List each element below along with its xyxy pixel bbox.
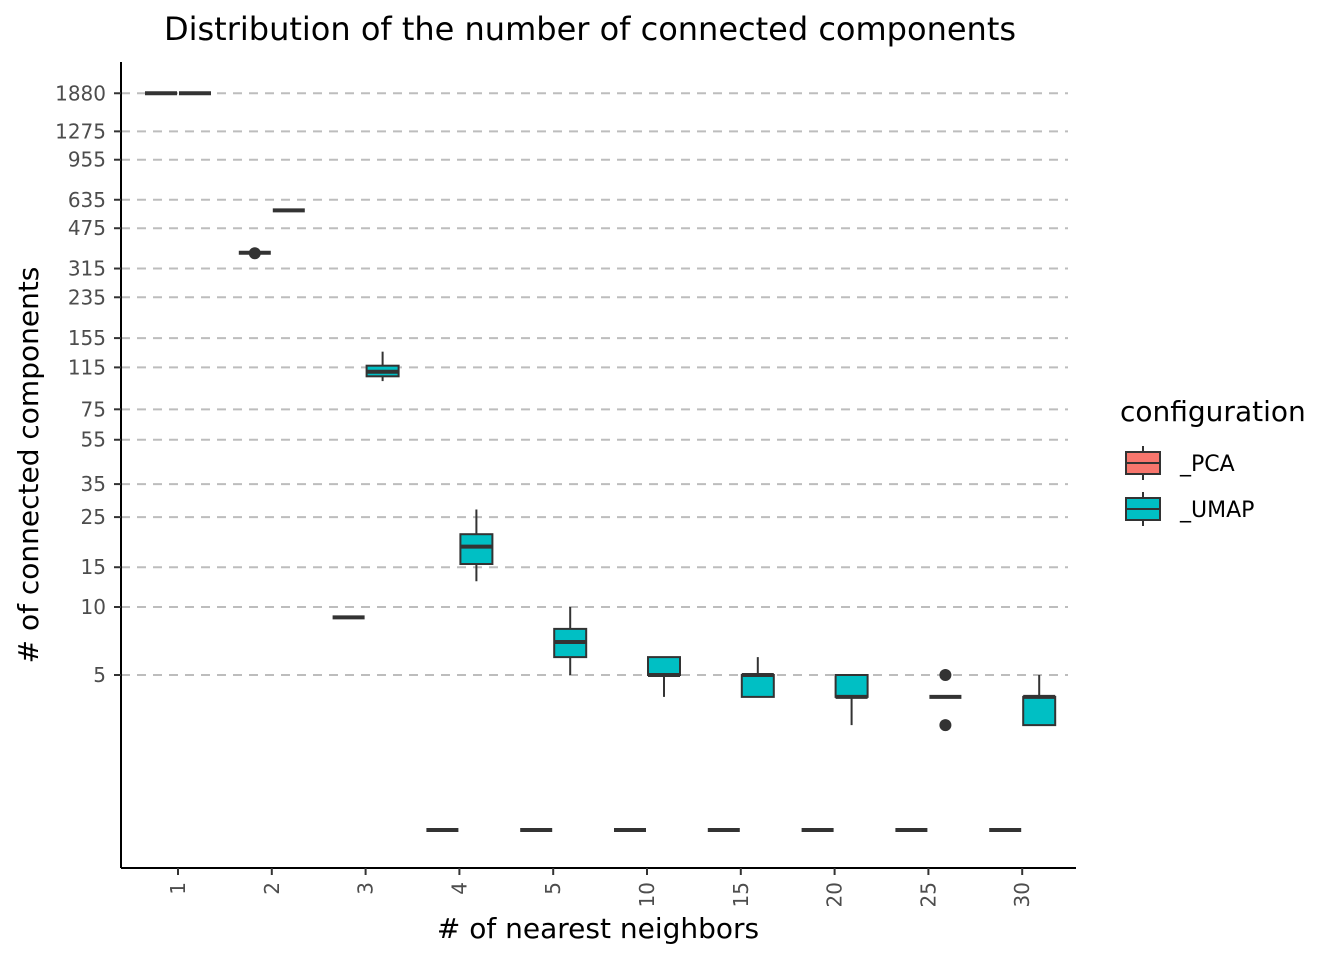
x-tick-label: 25 [916,882,940,907]
y-tick-label: 955 [68,148,106,172]
y-tick-label: 35 [81,472,106,496]
outlier-point [939,719,952,732]
box-umap [740,657,775,698]
y-tick-label: 155 [68,326,106,350]
y-tick-label: 75 [81,397,106,421]
box-body [1022,695,1057,727]
chart-title: Distribution of the number of connected … [164,10,1016,48]
x-tick-label: 1 [166,882,190,895]
legend: configuration _PCA _UMAP [1120,395,1306,526]
box-pca [238,247,271,260]
legend-label: _PCA [1179,452,1235,477]
axes [120,62,1076,869]
legend-item: _PCA [1125,446,1235,480]
legend-title: configuration [1120,395,1306,428]
y-tick-label: 1880 [55,81,106,105]
y-tick-label: 635 [68,188,106,212]
box-umap [553,606,588,675]
x-tick-label: 15 [729,882,753,907]
box-umap [1022,675,1057,727]
box-umap [459,509,494,582]
box-umap [834,674,869,726]
y-tick-label: 115 [68,355,106,379]
box-group [145,91,1057,832]
outlier-point [248,247,261,260]
y-axis-title: # of connected components [12,267,45,664]
box-umap [647,656,681,697]
gridlines [121,92,1068,676]
legend-label: _UMAP [1179,498,1254,523]
y-tick-label: 315 [68,257,106,281]
box-body [740,674,775,698]
y-tick-label: 15 [81,555,106,579]
x-tick-label: 20 [823,882,847,907]
x-axis-ticks: 1 2 3 4 5 10 15 20 25 30 [166,868,1034,907]
x-tick-label: 10 [635,882,659,907]
x-tick-label: 4 [447,882,471,895]
x-tick-label: 30 [1010,882,1034,907]
outlier-point [939,669,952,681]
y-tick-label: 5 [93,663,106,687]
box-body [834,674,869,698]
box-umap [929,669,962,732]
y-tick-label: 55 [81,428,106,452]
y-tick-label: 1275 [55,119,106,143]
x-tick-label: 2 [260,882,284,895]
y-tick-label: 235 [68,285,106,309]
box-body [459,533,494,566]
x-axis-title: # of nearest neighbors [437,912,759,945]
legend-item: _UMAP [1125,492,1254,526]
y-tick-label: 475 [68,216,106,240]
y-tick-label: 25 [81,505,106,529]
box-umap [365,351,400,382]
y-axis-ticks: 5 10 15 25 35 55 75 115 155 235 315 475 635 955 1275 18… [55,81,121,687]
x-tick-label: 5 [541,882,565,895]
y-tick-label: 10 [81,595,106,619]
box-body [647,656,681,677]
x-tick-label: 3 [354,882,378,895]
